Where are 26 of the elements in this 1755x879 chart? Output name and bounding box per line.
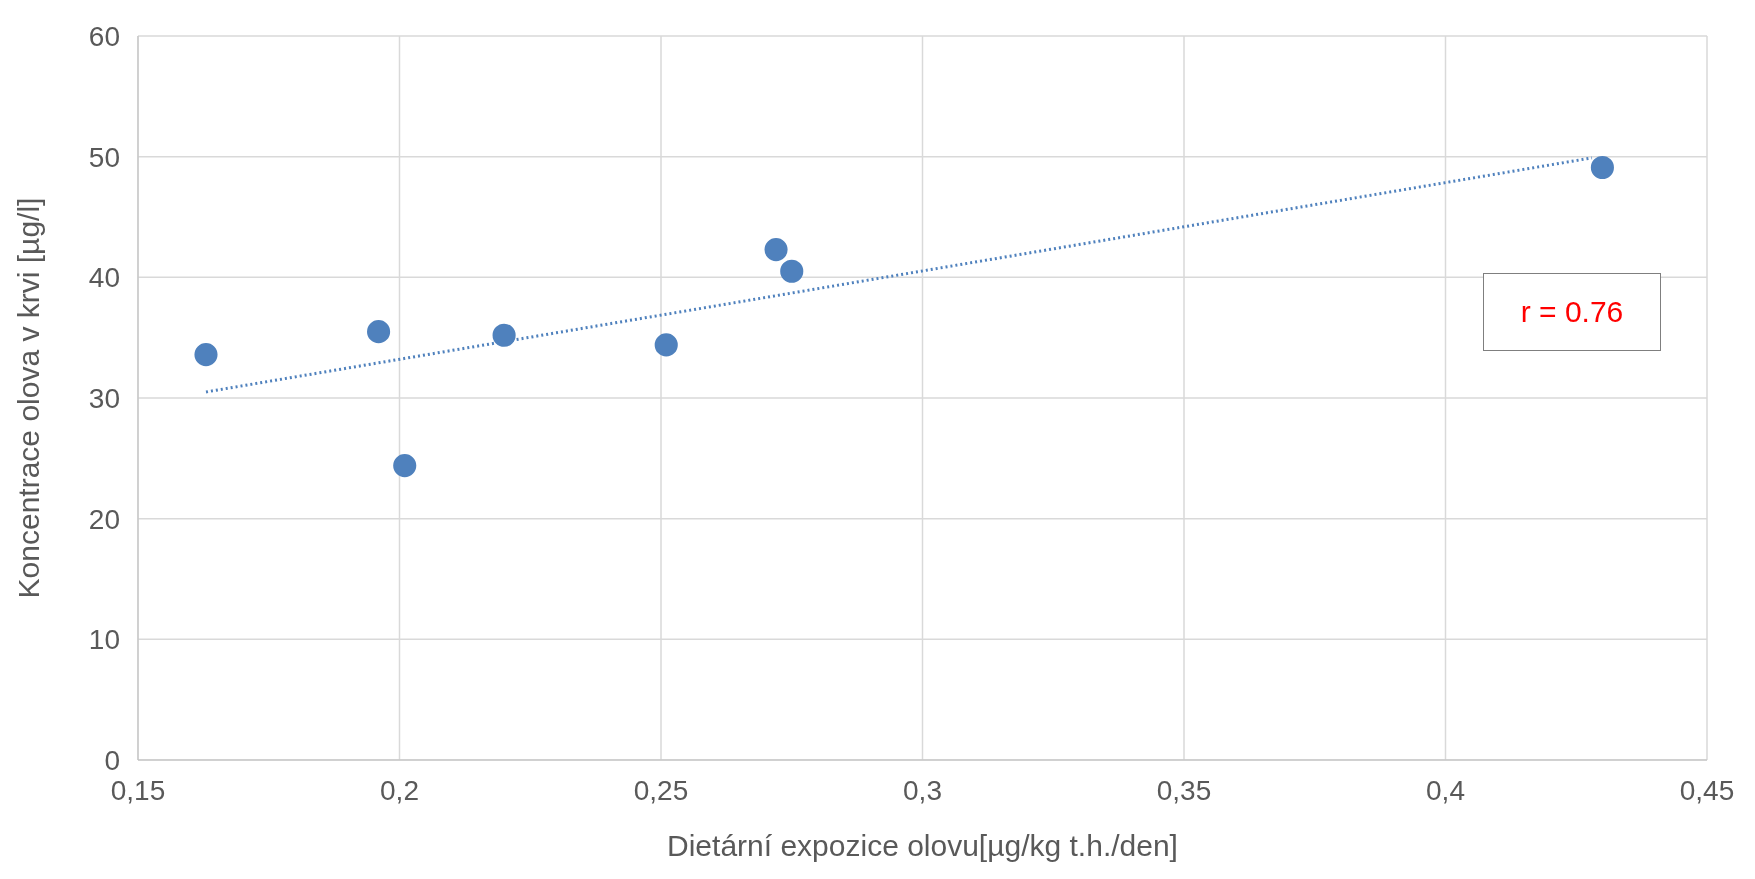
point: [654, 333, 678, 357]
y-tick-label: 30: [88, 382, 120, 414]
point: [367, 320, 391, 344]
y-axis-title: Koncentrace olova v krvi [µg/l]: [11, 197, 45, 599]
y-tick-label: 60: [88, 20, 120, 52]
point: [764, 238, 788, 262]
x-axis-title: Dietární expozice olovu[µg/kg t.h./den]: [667, 829, 1178, 862]
y-tick-label: 0: [104, 744, 120, 776]
point: [393, 454, 417, 478]
point: [194, 343, 218, 367]
x-tick-label: 0,15: [110, 774, 166, 806]
y-tick-label: 50: [88, 141, 120, 173]
point: [492, 323, 516, 347]
x-tick-label: 0,3: [903, 774, 942, 806]
x-tick-label: 0,4: [1426, 774, 1465, 806]
y-tick-label: 10: [88, 624, 120, 656]
y-tick-label: 40: [88, 262, 120, 294]
x-tick-label: 0,35: [1156, 774, 1212, 806]
y-tick-label: 20: [88, 503, 120, 535]
x-tick-label: 0,25: [633, 774, 689, 806]
label-box: r = 0.76: [1483, 273, 1661, 351]
x-tick-label: 0,2: [380, 774, 419, 806]
x-tick-label: 0,45: [1679, 774, 1735, 806]
point: [780, 259, 804, 283]
point: [1590, 155, 1614, 180]
annotation: r = 0.76: [1520, 295, 1624, 329]
